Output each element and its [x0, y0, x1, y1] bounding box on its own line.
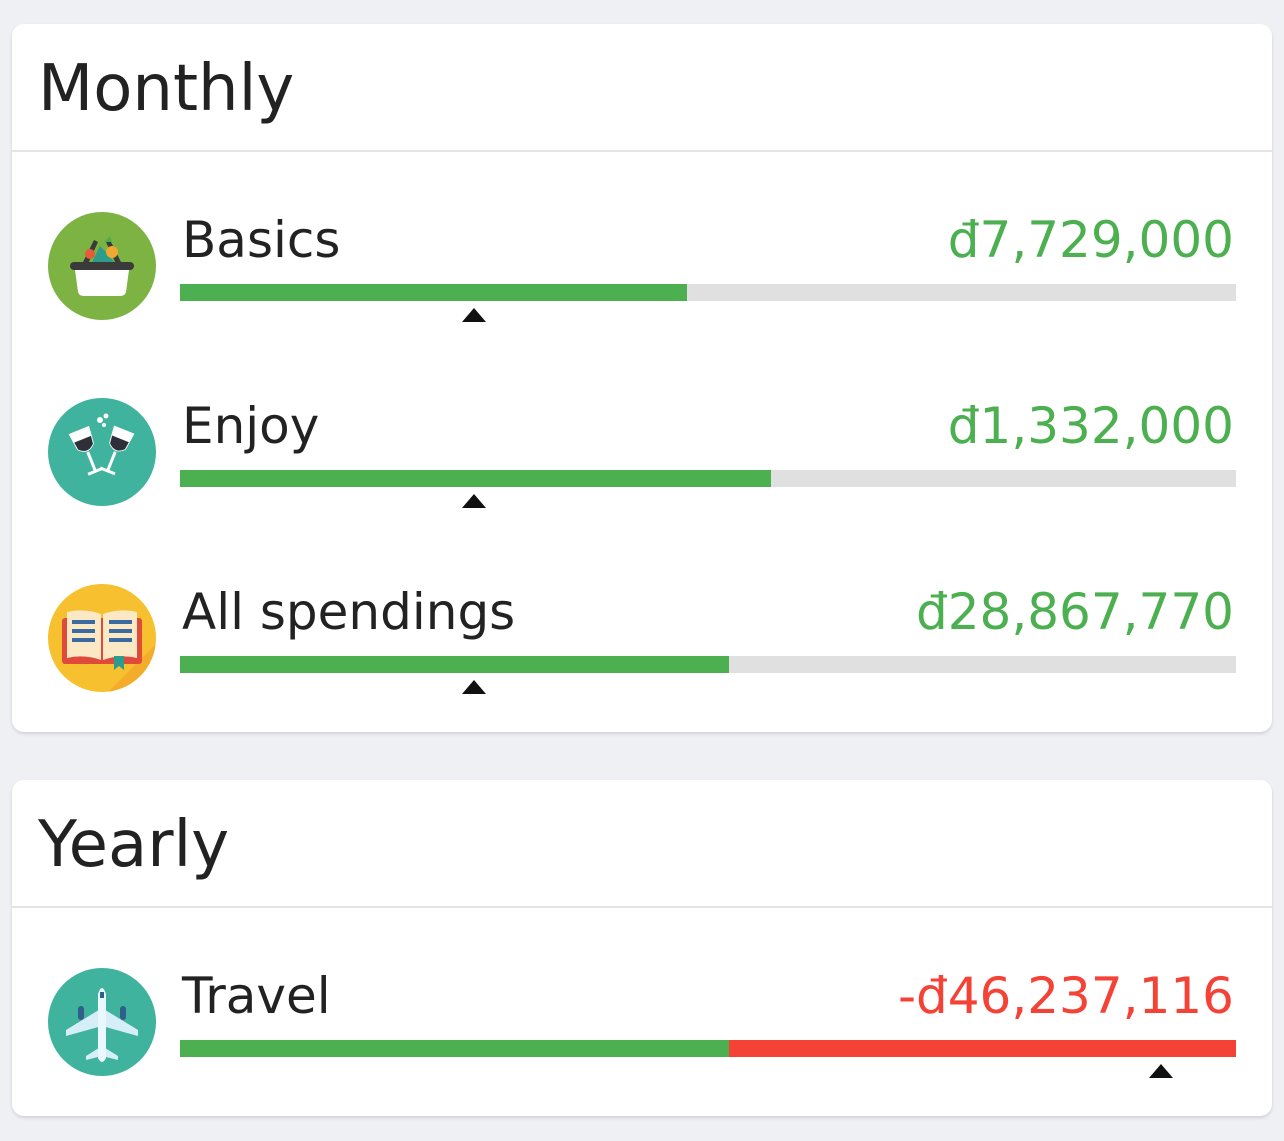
budget-progress-fill [180, 1040, 730, 1057]
yearly-card: Yearly Travel -đ46,237,116 [12, 780, 1272, 1116]
budget-progress-bar [180, 1040, 1236, 1057]
budget-label: Travel [182, 967, 331, 1025]
expected-progress-marker [461, 308, 486, 322]
expected-progress-marker [461, 680, 486, 694]
expected-progress-marker [1149, 1064, 1174, 1078]
expected-progress-marker [461, 494, 486, 508]
yearly-title: Yearly [38, 808, 230, 882]
budget-progress-bar [180, 470, 1236, 487]
budget-progress-fill [180, 470, 772, 487]
monthly-card: Monthly Basics đ7,729,000 [12, 24, 1272, 732]
budget-row-travel[interactable]: Travel -đ46,237,116 [12, 967, 1272, 1116]
budget-progress-fill [180, 656, 730, 673]
budget-amount: đ28,867,770 [915, 583, 1234, 641]
budget-row-enjoy[interactable]: Enjoy đ1,332,000 [12, 397, 1272, 548]
yearly-header: Yearly [12, 780, 1272, 908]
monthly-header: Monthly [12, 24, 1272, 152]
airplane-icon [48, 968, 156, 1076]
book-icon [48, 584, 156, 692]
budget-amount: -đ46,237,116 [897, 967, 1234, 1025]
budget-row-basics[interactable]: Basics đ7,729,000 [12, 211, 1272, 362]
wine-glasses-icon [48, 398, 156, 506]
budget-progress-fill [180, 284, 687, 301]
budget-label: All spendings [182, 583, 516, 641]
budget-label: Enjoy [182, 397, 320, 455]
budget-amount: đ1,332,000 [947, 397, 1234, 455]
basket-icon [48, 212, 156, 320]
budget-label: Basics [182, 211, 341, 269]
monthly-title: Monthly [38, 52, 295, 126]
over-budget-fill [729, 1040, 1236, 1057]
budget-row-all-spendings[interactable]: All spendings đ28,867,770 [12, 583, 1272, 732]
budget-progress-bar [180, 284, 1236, 301]
budget-progress-bar [180, 656, 1236, 673]
budget-amount: đ7,729,000 [947, 211, 1234, 269]
